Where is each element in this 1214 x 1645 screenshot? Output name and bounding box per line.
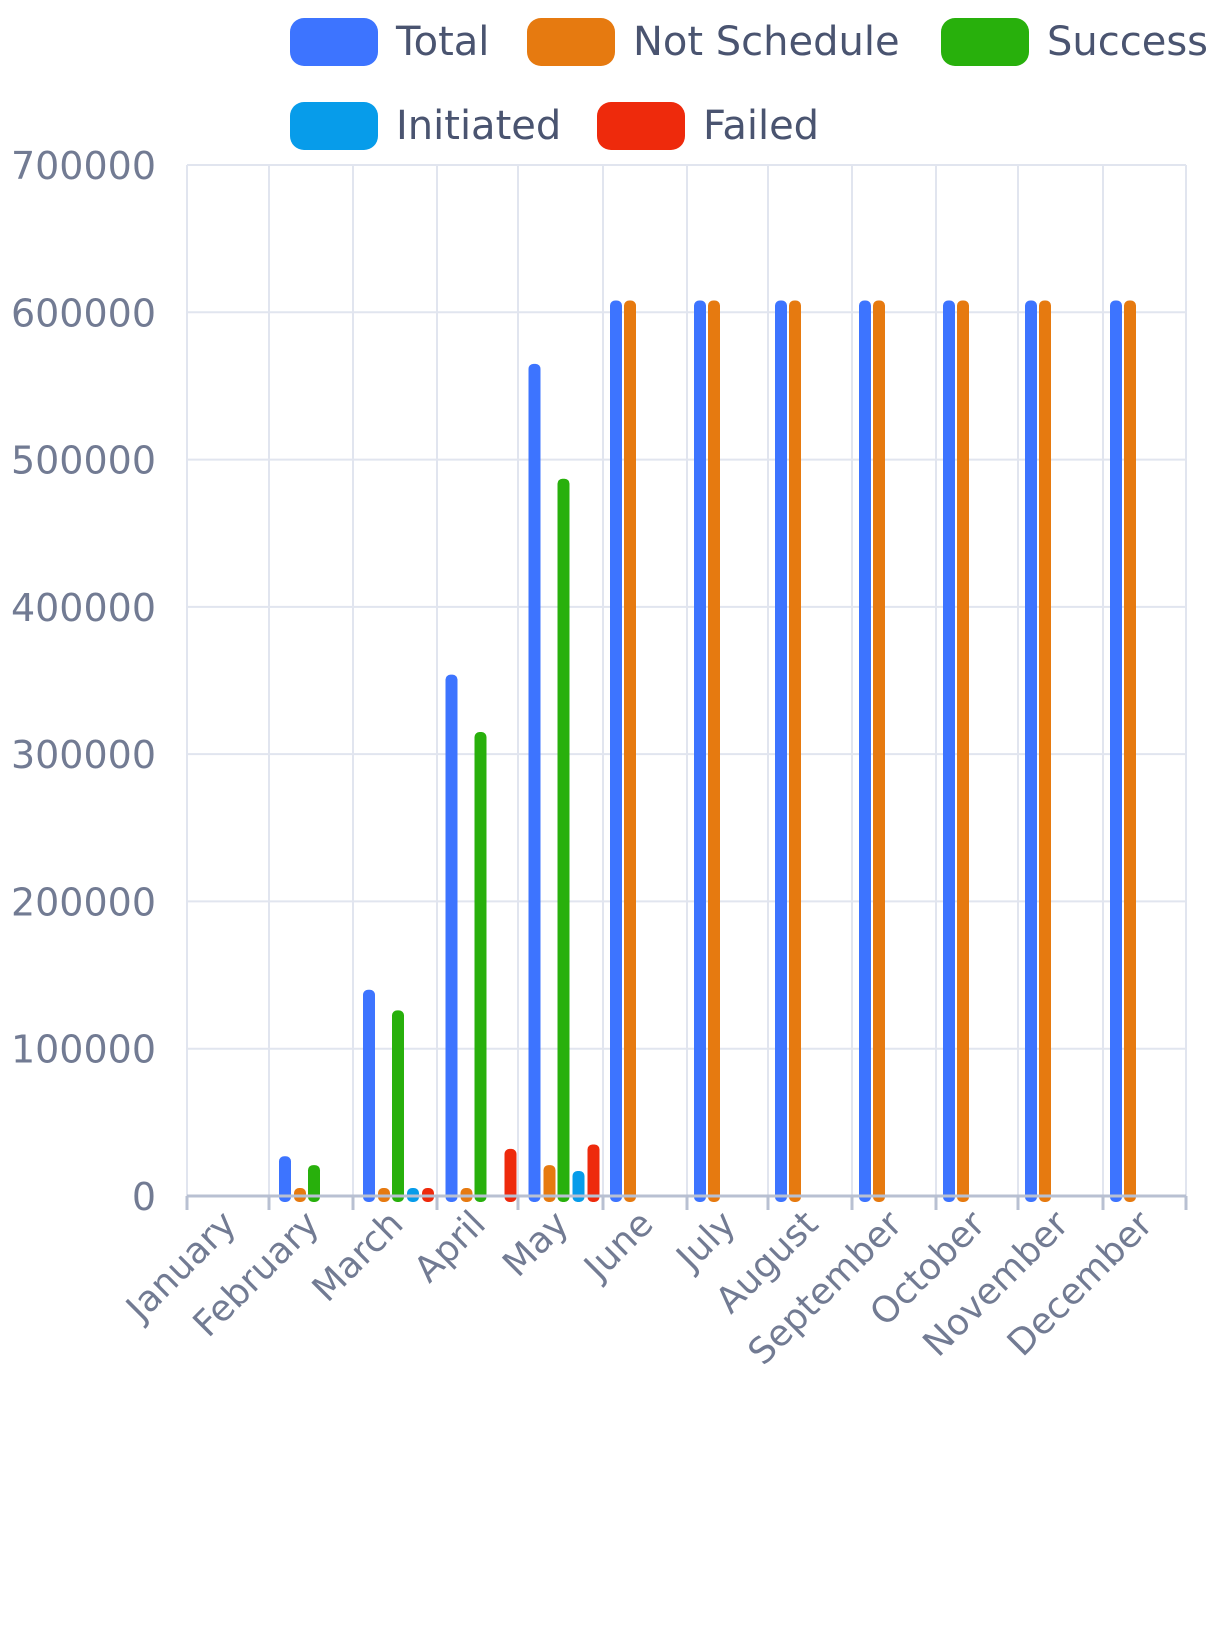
bar-not-schedule-december[interactable] — [1124, 300, 1136, 1202]
legend: Total Not Schedule Success Initiated Failed — [290, 18, 1208, 150]
bar-success-may[interactable] — [557, 478, 570, 1202]
legend-item-failed[interactable]: Failed — [597, 102, 819, 150]
bar-initiated-may[interactable] — [572, 1170, 585, 1202]
y-tick-label: 500000 — [11, 439, 156, 483]
y-tick-label: 700000 — [11, 144, 156, 188]
bar-not-schedule-november[interactable] — [1039, 300, 1051, 1202]
bar-not-schedule-august[interactable] — [789, 300, 801, 1202]
y-tick-label: 100000 — [11, 1028, 156, 1072]
legend-swatch — [290, 18, 378, 66]
bar-total-april[interactable] — [445, 674, 458, 1202]
bar-not-schedule-october[interactable] — [957, 300, 969, 1202]
y-tick-label: 0 — [132, 1175, 156, 1219]
legend-label: Total — [395, 19, 489, 65]
x-tick-label: May — [495, 1203, 577, 1285]
legend-swatch — [527, 18, 615, 66]
legend-label: Success — [1047, 19, 1208, 65]
bar-total-november[interactable] — [1025, 300, 1037, 1202]
legend-label: Failed — [703, 103, 819, 149]
legend-swatch — [290, 102, 378, 150]
legend-item-success[interactable]: Success — [941, 18, 1208, 66]
bar-total-october[interactable] — [943, 300, 955, 1202]
bar-success-february[interactable] — [308, 1165, 320, 1202]
bar-success-april[interactable] — [474, 732, 487, 1202]
legend-swatch — [597, 102, 685, 150]
x-tick-label: April — [407, 1203, 494, 1290]
bar-not-schedule-september[interactable] — [873, 300, 885, 1202]
bar-total-february[interactable] — [279, 1156, 291, 1202]
legend-item-not-schedule[interactable]: Not Schedule — [527, 18, 900, 66]
bar-not-schedule-may[interactable] — [543, 1165, 556, 1202]
bars — [279, 300, 1136, 1203]
bar-total-july[interactable] — [694, 300, 706, 1202]
legend-item-total[interactable]: Total — [290, 18, 489, 66]
y-tick-label: 300000 — [11, 733, 156, 777]
grid — [186, 164, 1187, 1196]
bar-total-may[interactable] — [528, 363, 541, 1203]
legend-item-initiated[interactable]: Initiated — [290, 102, 561, 150]
legend-label: Initiated — [396, 103, 561, 149]
bar-not-schedule-july[interactable] — [708, 300, 720, 1202]
y-tick-label: 400000 — [11, 586, 156, 630]
bar-failed-may[interactable] — [587, 1144, 600, 1202]
bar-failed-april[interactable] — [504, 1148, 517, 1202]
bar-total-december[interactable] — [1110, 300, 1122, 1202]
bar-total-september[interactable] — [859, 300, 871, 1202]
legend-swatch — [941, 18, 1029, 66]
y-tick-label: 600000 — [11, 291, 156, 335]
bar-not-schedule-june[interactable] — [624, 300, 636, 1202]
x-tick-label: June — [576, 1203, 662, 1289]
y-tick-label: 200000 — [11, 880, 156, 924]
bar-total-june[interactable] — [610, 300, 622, 1202]
legend-label: Not Schedule — [633, 19, 900, 65]
y-axis-labels: 0 100000 200000 300000 400000 500000 600000 700… — [11, 144, 156, 1219]
x-tick-label: March — [305, 1203, 412, 1310]
x-axis — [185, 1194, 1188, 1210]
bar-total-march[interactable] — [363, 989, 375, 1202]
bar-success-march[interactable] — [392, 1010, 404, 1202]
bar-total-august[interactable] — [775, 300, 787, 1202]
